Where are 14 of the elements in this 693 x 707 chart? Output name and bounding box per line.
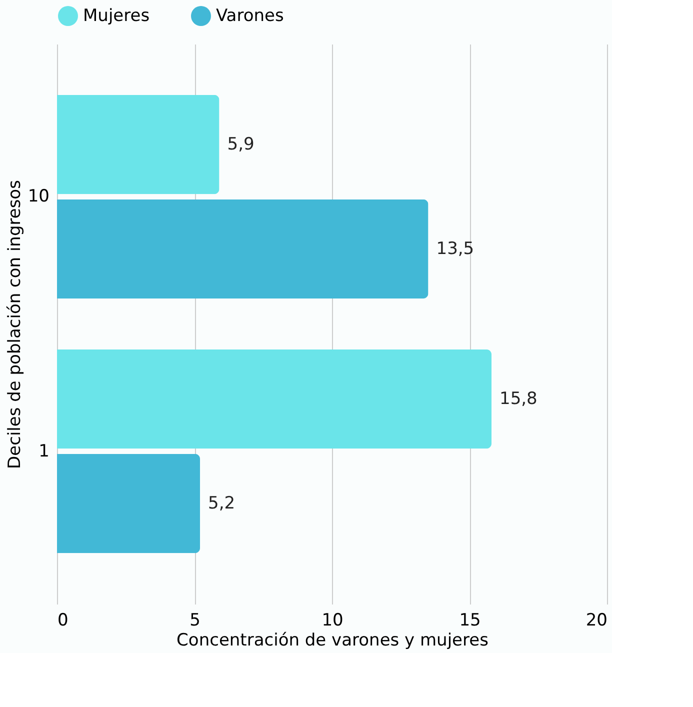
x-tick-label: 5 — [190, 610, 200, 630]
data-label: 5,9 — [227, 134, 254, 155]
x-axis-title: Concentración de varones y mujeres — [176, 630, 489, 650]
x-tick-label: 20 — [586, 610, 608, 630]
y-tick-label: 1 — [38, 441, 50, 462]
data-label: 15,8 — [500, 389, 538, 410]
legend-label: Mujeres — [83, 6, 150, 26]
data-label: 13,5 — [436, 238, 474, 259]
x-tick-label: 0 — [58, 610, 68, 630]
x-tick-label: 15 — [459, 610, 481, 630]
data-label: 5,2 — [208, 493, 236, 514]
y-axis-title: Deciles de población con ingresos — [4, 180, 25, 469]
x-tick-label: 10 — [322, 610, 344, 630]
legend-label: Varones — [216, 6, 284, 26]
